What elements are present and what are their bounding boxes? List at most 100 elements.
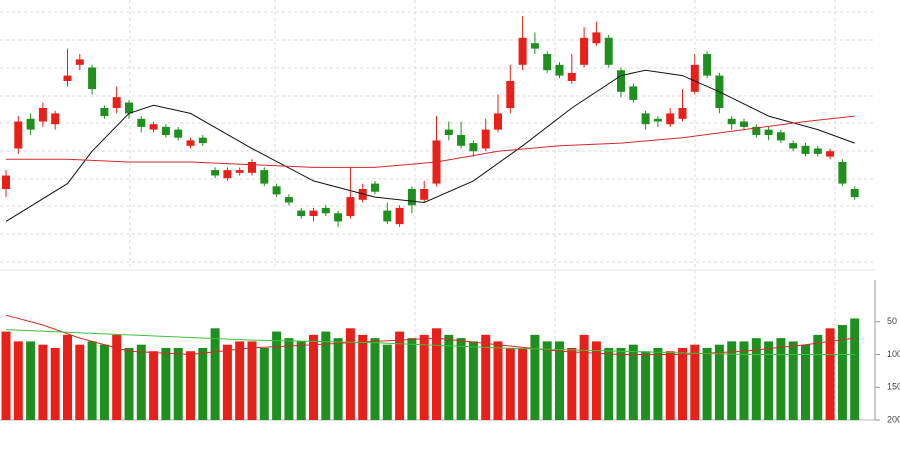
candle-body xyxy=(457,135,466,146)
volume-bar xyxy=(850,318,860,420)
volume-bar xyxy=(579,334,589,420)
candle-body xyxy=(407,189,416,206)
volume-bar xyxy=(776,338,786,420)
candle-body xyxy=(38,108,47,122)
volume-bar xyxy=(739,341,749,420)
volume-bar xyxy=(333,338,343,420)
volume-bar xyxy=(555,341,564,420)
candle-body xyxy=(789,143,798,149)
candle-body xyxy=(629,86,638,100)
candle-body xyxy=(617,70,625,92)
volume-bar xyxy=(38,344,48,420)
candle-body xyxy=(63,75,72,81)
volume-bar xyxy=(50,347,60,420)
candle-body xyxy=(764,129,773,135)
volume-bar xyxy=(309,334,318,420)
volume-bar xyxy=(567,347,577,420)
volume-bar xyxy=(75,344,85,420)
volume-bar xyxy=(13,341,23,420)
volume-bar xyxy=(530,334,540,420)
volume-bar xyxy=(136,344,146,420)
volume-bar xyxy=(284,338,294,420)
candle-body xyxy=(2,175,10,189)
volume-bar xyxy=(296,341,306,420)
candle-body xyxy=(186,140,195,146)
candle-body xyxy=(346,197,355,216)
candle-body xyxy=(543,54,552,71)
volume-bar xyxy=(112,334,122,420)
volume-bar xyxy=(813,334,823,420)
candle-body xyxy=(211,170,220,176)
candle-body xyxy=(752,126,761,135)
candle-body xyxy=(100,108,109,117)
volume-bar xyxy=(788,341,798,420)
volume-bar xyxy=(149,351,159,420)
candle-body xyxy=(248,162,256,173)
volume-bar xyxy=(321,331,331,420)
candle-body xyxy=(75,59,84,65)
candle-body xyxy=(112,97,121,108)
volume-bar xyxy=(198,347,208,420)
volume-bar xyxy=(837,325,847,420)
candle-body xyxy=(555,64,564,76)
candle-body xyxy=(125,102,133,114)
candle-body xyxy=(850,189,859,198)
moving-average-line xyxy=(5,314,855,356)
candle-body xyxy=(641,113,650,125)
candle-body xyxy=(395,207,404,225)
moving-average-line xyxy=(6,115,855,168)
volume-bar xyxy=(493,341,503,420)
volume-bar xyxy=(653,347,663,420)
volume-bar xyxy=(456,338,466,420)
volume-bar xyxy=(99,344,109,420)
volume-bar xyxy=(678,347,687,420)
volume-bar xyxy=(210,328,220,420)
candle-body xyxy=(678,108,687,119)
volume-bar xyxy=(124,347,134,420)
volume-bar xyxy=(702,347,712,420)
volume-bar xyxy=(505,347,515,420)
volume-bar xyxy=(419,334,429,420)
moving-average-line xyxy=(5,69,855,222)
candle-body xyxy=(530,43,539,49)
candle-body xyxy=(567,72,576,81)
candle-body xyxy=(481,129,490,149)
candle-body xyxy=(444,129,453,135)
volume-bar xyxy=(235,341,245,420)
candle-body xyxy=(518,37,527,65)
volume-bar xyxy=(1,331,11,420)
volume-bar xyxy=(727,341,737,420)
volume-bar xyxy=(161,347,171,420)
volume-bar xyxy=(63,334,72,420)
candle-body xyxy=(740,121,748,127)
candle-body xyxy=(309,210,318,216)
candle-body xyxy=(653,118,662,122)
y-tick-label: 200 xyxy=(887,414,900,424)
candle-body xyxy=(137,118,146,127)
candle-body xyxy=(469,143,478,152)
volume-bar xyxy=(616,347,626,420)
candle-body xyxy=(690,64,699,92)
volume-bar xyxy=(370,338,380,420)
volume-bar xyxy=(222,344,232,420)
y-tick-label: 100 xyxy=(887,349,900,359)
volume-bar xyxy=(407,338,417,420)
volume-bar xyxy=(247,341,257,420)
candle-body xyxy=(826,151,835,157)
volume-bar xyxy=(468,341,478,420)
volume-bar xyxy=(591,341,601,420)
candle-body xyxy=(838,162,847,184)
volume-bar xyxy=(382,344,392,420)
candle-body xyxy=(666,113,675,125)
candle-body xyxy=(174,129,183,138)
candle-body xyxy=(776,132,785,141)
grid xyxy=(0,0,876,421)
volume-bar xyxy=(542,341,552,420)
candle-body xyxy=(26,118,35,130)
candle-body xyxy=(420,189,429,200)
candle-body xyxy=(592,32,601,44)
candle-body xyxy=(272,186,281,195)
volume-bar xyxy=(690,344,700,420)
